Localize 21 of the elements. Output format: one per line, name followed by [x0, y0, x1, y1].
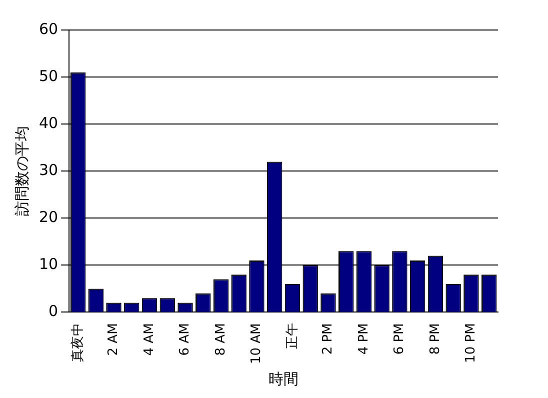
y-tick-label: 10 — [38, 255, 58, 274]
x-tick-label: 8 PM — [428, 323, 443, 355]
x-tick-label: 2 PM — [320, 323, 336, 355]
y-tick-label: 0 — [48, 302, 58, 320]
x-tick-label: 6 AM — [178, 323, 193, 356]
x-tick-label: 10 AM — [249, 323, 264, 364]
x-tick-label: 10 PM — [464, 323, 479, 363]
x-tick-label: 8 AM — [213, 323, 228, 356]
x-tick-label: 正午 — [284, 323, 300, 350]
y-tick-label: 20 — [38, 208, 58, 226]
x-tick-label: 6 PM — [392, 323, 408, 355]
y-tick-label: 60 — [38, 20, 58, 38]
x-tick-label: 4 PM — [356, 323, 372, 355]
y-tick-label: 30 — [38, 161, 58, 179]
y-tick-label: 50 — [38, 66, 58, 85]
x-tick-label: 4 AM — [142, 323, 157, 356]
y-tick-label: 40 — [38, 114, 58, 132]
y-axis-title: 訪問数の平均 — [12, 126, 31, 216]
x-axis-title: 時間 — [268, 370, 299, 388]
x-tick-label: 真夜中 — [69, 323, 86, 362]
x-tick-label: 2 AM — [106, 323, 122, 356]
